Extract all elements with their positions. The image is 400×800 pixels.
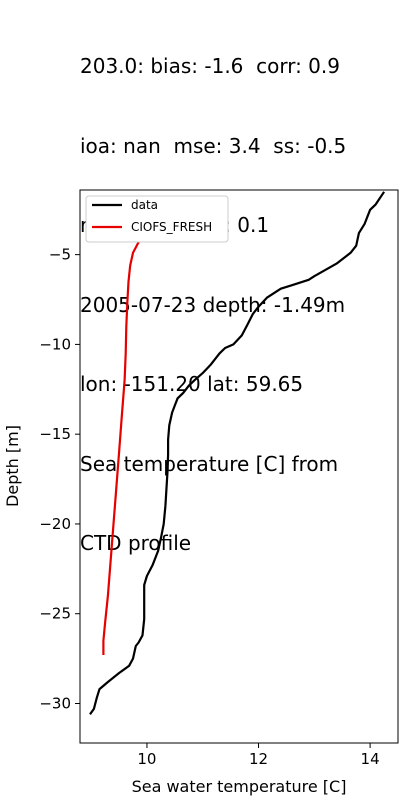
plot-area xyxy=(79,189,399,744)
series-lines xyxy=(89,191,386,715)
legend-label-data: data xyxy=(131,198,158,212)
series-line-ciofs-fresh xyxy=(102,225,154,655)
axis-ticks: 10 12 14 −5 −10 −15 −20 −25 −30 xyxy=(39,246,379,768)
y-tick-label: −15 xyxy=(39,425,71,443)
legend-label-ciofs-fresh: CIOFS_FRESH xyxy=(131,220,212,234)
title-line: ioa: nan mse: 3.4 ss: -0.5 xyxy=(80,133,347,158)
series-line-data xyxy=(89,191,386,715)
y-axis-label: Depth [m] xyxy=(3,425,22,507)
y-tick-label: −10 xyxy=(39,335,71,353)
y-tick-label: −30 xyxy=(39,695,71,713)
legend-box xyxy=(85,195,229,243)
x-axis-label: Sea water temperature [C] xyxy=(132,777,347,796)
title-line: lon: -151.20 lat: 59.65 xyxy=(80,372,304,396)
x-tick-label: 14 xyxy=(361,750,380,768)
title-line: Sea temperature [C] from xyxy=(80,451,339,476)
title-line: 203.0: bias: -1.6 corr: 0.9 xyxy=(80,54,340,78)
y-tick-label: −25 xyxy=(39,605,71,623)
x-tick-label: 10 xyxy=(137,750,156,768)
title-line: 2005-07-23 depth: -1.49m xyxy=(80,292,346,317)
x-tick-label: 12 xyxy=(249,750,268,768)
y-tick-label: −5 xyxy=(49,246,71,264)
legend: data CIOFS_FRESH xyxy=(85,195,229,243)
y-tick-label: −20 xyxy=(39,515,71,533)
